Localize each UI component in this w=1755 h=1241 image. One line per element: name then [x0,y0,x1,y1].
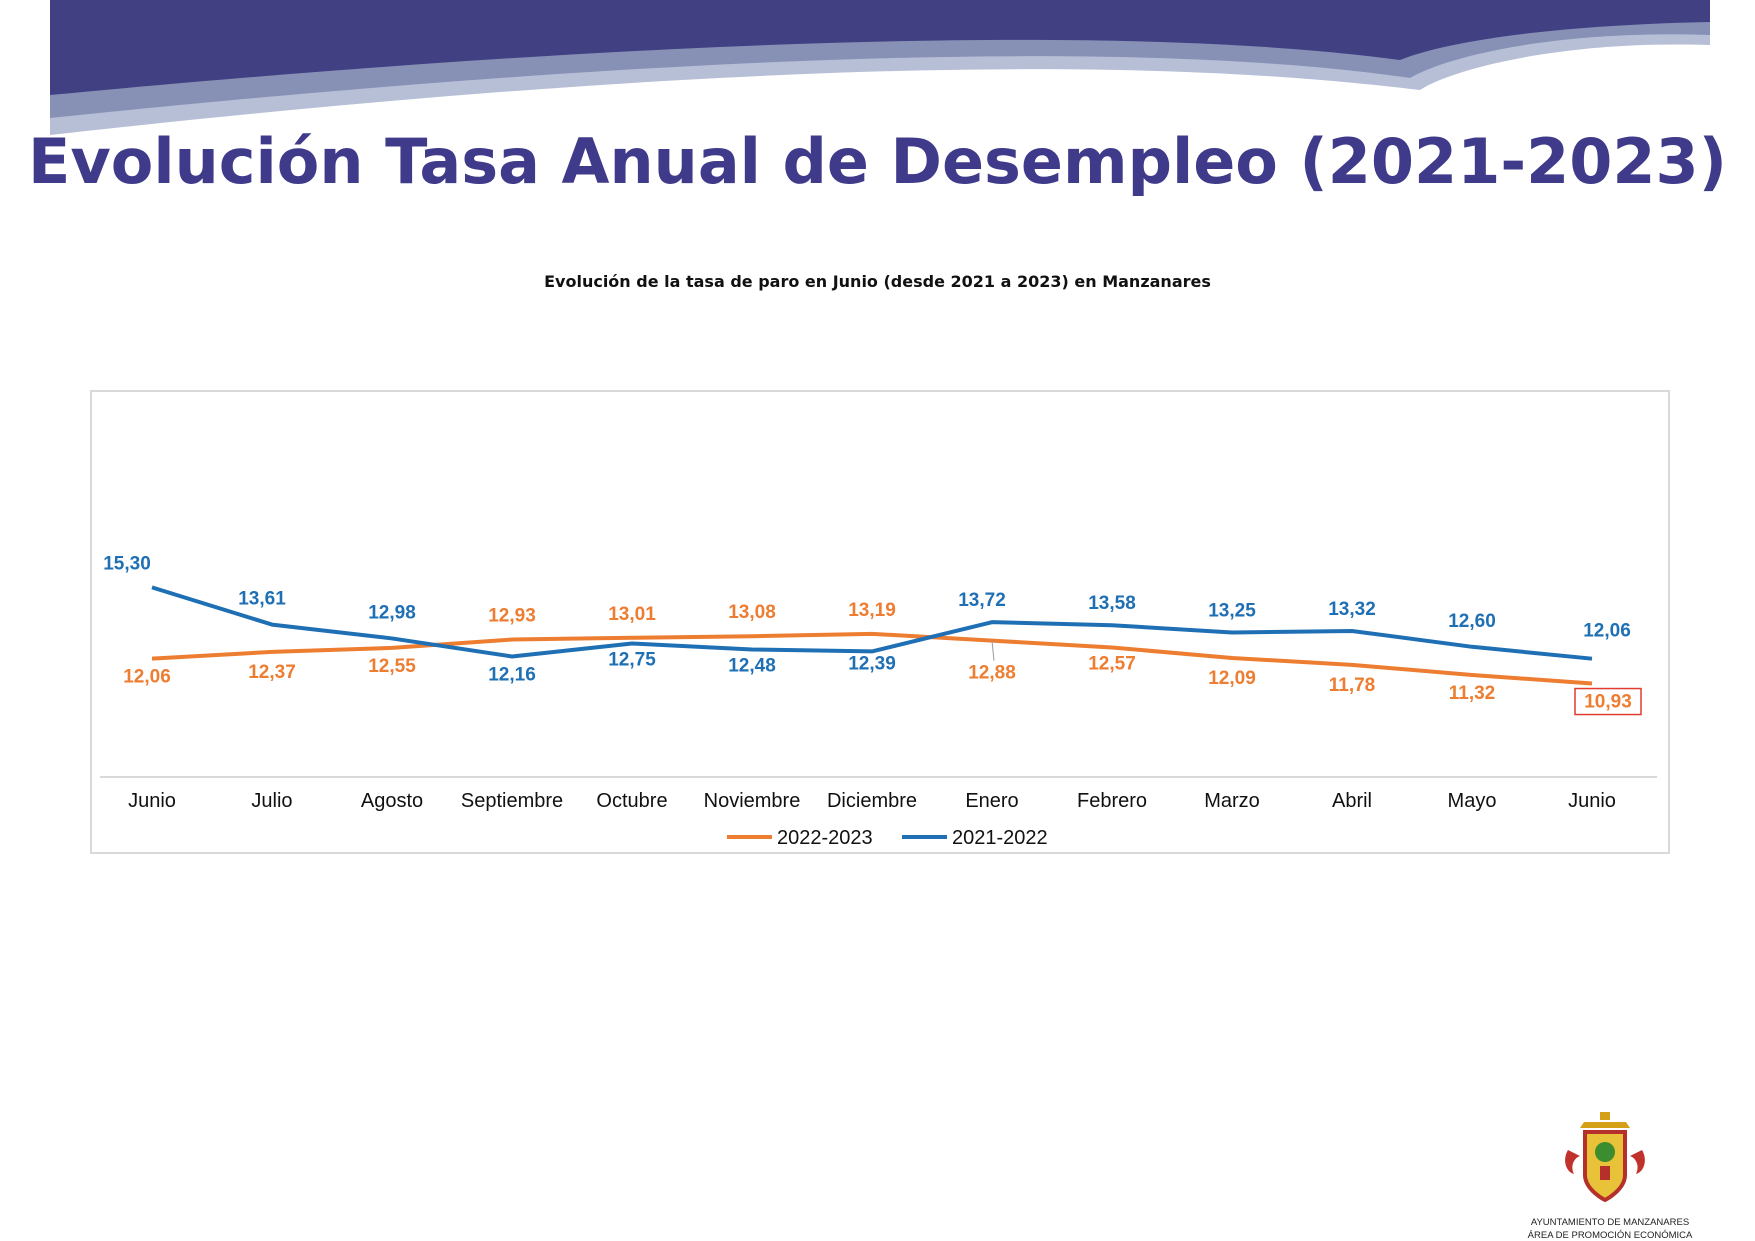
coat-of-arms-icon [1560,1110,1650,1210]
data-label: 11,78 [1329,675,1376,696]
data-label: 12,75 [608,650,656,671]
chart-frame: Junio Julio Agosto Septiembre Octubre Noviemb… [90,390,1670,854]
data-label: 12,55 [368,656,416,677]
data-label: 12,06 [1583,621,1631,642]
x-tick-label: Junio [1568,790,1616,812]
data-label: 12,09 [1208,668,1256,689]
label-leader-line [992,641,994,661]
data-label: 13,08 [728,602,776,623]
x-tick-label: Junio [128,790,176,812]
x-tick-label: Septiembre [461,790,563,812]
data-label: 12,57 [1088,653,1136,674]
x-tick-label: Julio [251,790,292,812]
logo-caption-line1: AYUNTAMIENTO DE MANZANARES [1500,1217,1720,1228]
chart-title: Evolución de la tasa de paro en Junio (d… [0,272,1755,291]
data-label: 12,06 [123,667,171,688]
data-label: 13,72 [958,590,1006,611]
data-label: 12,37 [248,662,296,683]
data-label: 10,93 [1584,692,1632,713]
data-label: 13,61 [238,589,286,610]
x-tick-label: Mayo [1448,790,1497,812]
page-title: Evolución Tasa Anual de Desempleo (2021-… [0,125,1755,198]
data-label: 12,60 [1448,611,1496,632]
x-tick-label: Diciembre [827,790,917,812]
data-label: 13,19 [848,600,896,621]
x-tick-label: Abril [1332,790,1372,812]
data-label: 12,39 [848,653,896,674]
data-label: 12,98 [368,602,416,623]
data-label: 11,32 [1449,683,1496,704]
data-label: 12,88 [968,663,1016,684]
legend-label: 2022-2023 [777,827,873,849]
data-label: 13,32 [1328,599,1376,620]
x-tick-label: Enero [965,790,1018,812]
data-label: 13,25 [1208,601,1256,622]
data-label: 12,93 [488,606,536,627]
x-tick-label: Noviembre [704,790,801,812]
logo-caption-line2: ÁREA DE PROMOCIÓN ECONÓMICA [1500,1230,1720,1241]
x-tick-label: Marzo [1204,790,1260,812]
data-label: 12,48 [728,655,776,676]
data-label: 12,16 [488,664,536,685]
data-label: 13,58 [1088,593,1136,614]
legend-label: 2021-2022 [952,827,1048,849]
data-label: 13,01 [608,604,656,625]
data-label: 15,30 [103,553,151,574]
line-chart: Junio Julio Agosto Septiembre Octubre Noviemb… [92,392,1668,852]
x-tick-label: Agosto [361,790,423,812]
x-tick-label: Febrero [1077,790,1147,812]
x-tick-label: Octubre [596,790,667,812]
